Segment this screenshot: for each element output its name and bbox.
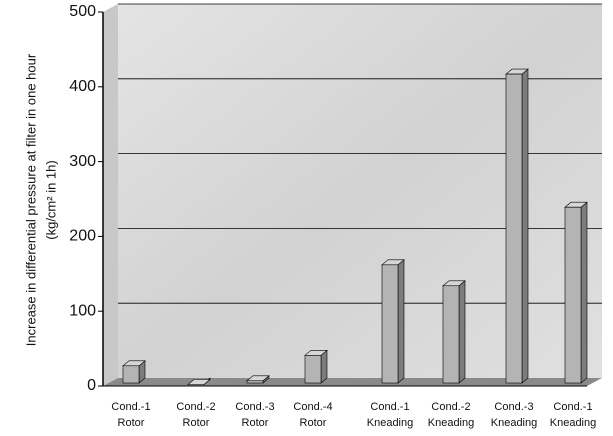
bar <box>123 366 139 383</box>
x-tick-label: Kneading <box>550 417 597 429</box>
bar-side <box>522 69 528 383</box>
x-tick-label: Rotor <box>118 417 145 429</box>
bar-side <box>321 350 327 383</box>
bar-side <box>459 281 465 383</box>
x-tick-label: Rotor <box>300 417 327 429</box>
bar <box>247 381 263 383</box>
bar <box>382 265 398 383</box>
x-tick-label: Kneading <box>428 417 475 429</box>
chart: Increase in differential pressure at fil… <box>0 0 613 436</box>
y-tick-label: 400 <box>69 78 96 95</box>
x-tick-label: Cond.-4 <box>293 401 332 413</box>
x-tick-label: Cond.-3 <box>235 401 274 413</box>
x-tick-label: Cond.-2 <box>176 401 215 413</box>
x-tick-label: Cond.-3 <box>494 401 533 413</box>
y-axis-title: (kg/cm² in 1h) <box>43 160 58 239</box>
bar <box>305 355 321 383</box>
x-tick-label: Rotor <box>183 417 210 429</box>
x-tick-label: Cond.-1 <box>370 401 409 413</box>
x-tick-label: Cond.-1 <box>553 401 592 413</box>
y-tick-label: 500 <box>69 3 96 20</box>
x-tick-label: Kneading <box>491 417 538 429</box>
y-axis-title: Increase in differential pressure at fil… <box>23 53 38 346</box>
y-tick-label: 100 <box>69 302 96 319</box>
bar-side <box>398 260 404 383</box>
x-tick-label: Cond.-1 <box>111 401 150 413</box>
bar-side <box>581 202 587 383</box>
y-tick-label: 0 <box>87 377 96 394</box>
x-tick-label: Cond.-2 <box>431 401 470 413</box>
x-tick-label: Kneading <box>367 417 414 429</box>
floor <box>103 378 602 386</box>
y-tick-label: 300 <box>69 153 96 170</box>
bar <box>565 207 581 383</box>
bar <box>506 74 522 383</box>
back-wall <box>118 4 602 378</box>
side-wall <box>103 4 118 386</box>
y-tick-label: 200 <box>69 228 96 245</box>
bar <box>443 286 459 383</box>
x-tick-label: Rotor <box>242 417 269 429</box>
